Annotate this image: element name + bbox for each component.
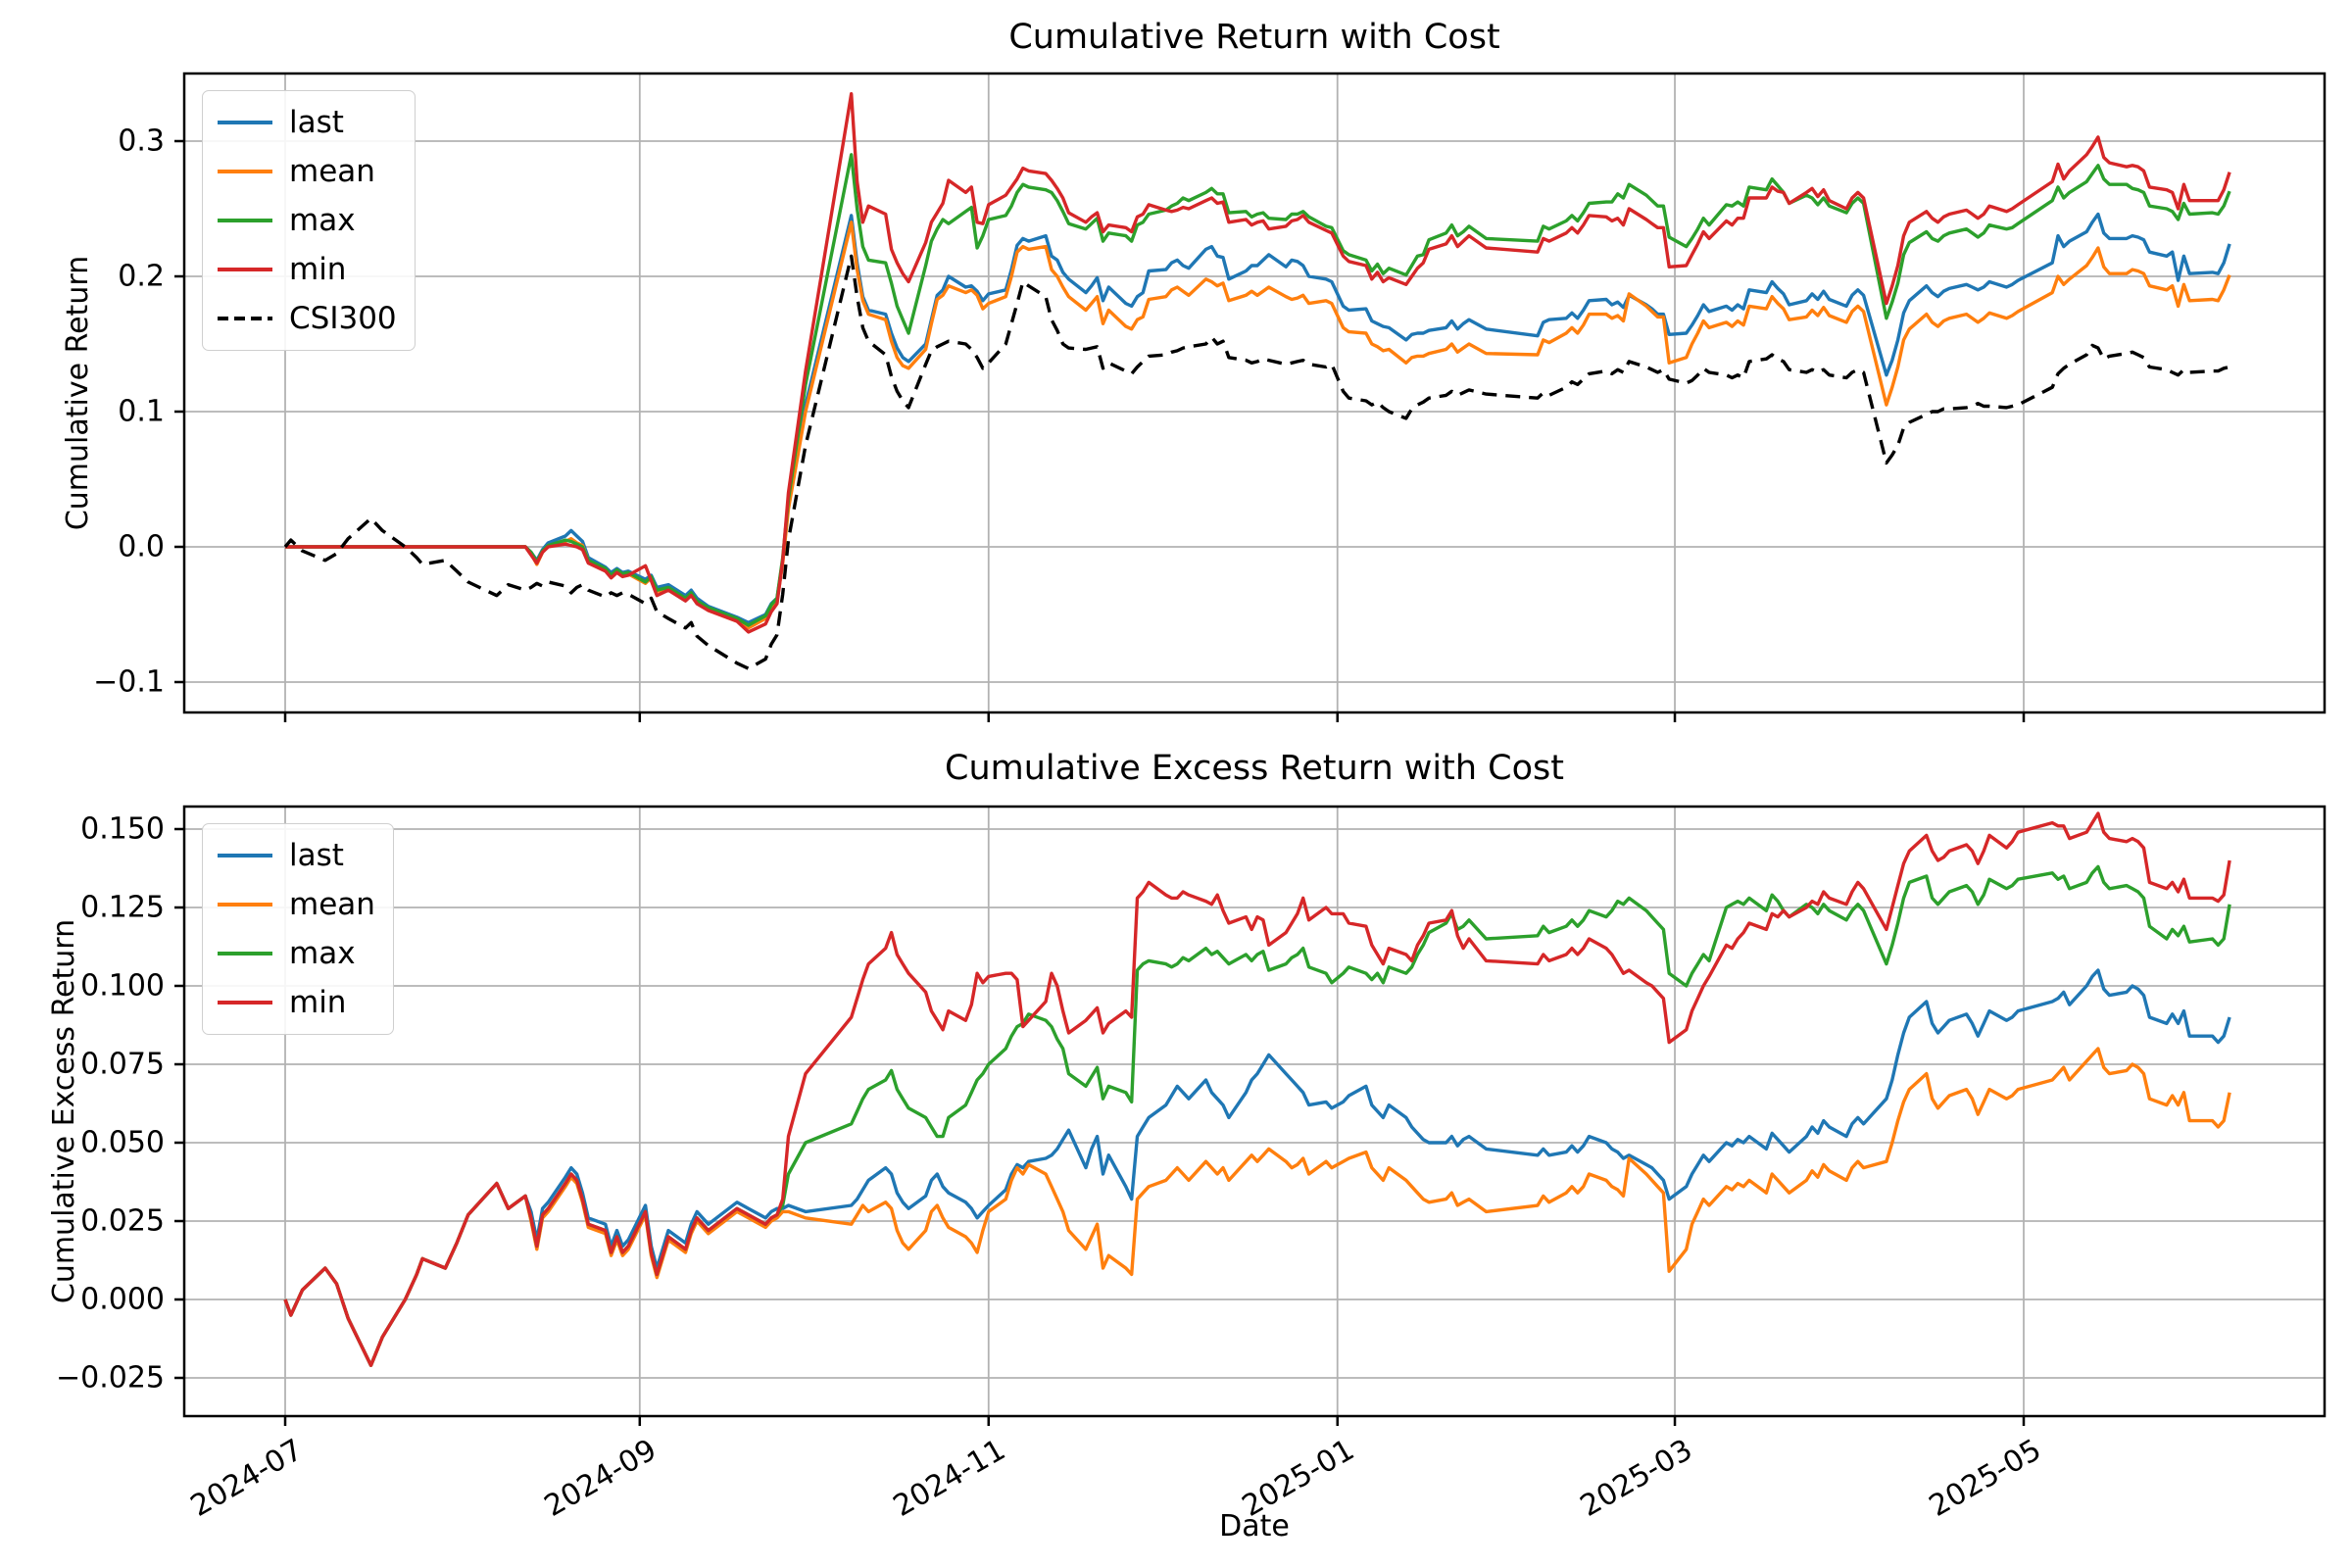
bottom-chart-legend: last mean max min (202, 823, 394, 1035)
legend-line-swatch (218, 854, 272, 858)
legend-entry-mean: mean (217, 150, 397, 193)
legend-entry-csi300: CSI300 (217, 297, 397, 340)
y-tick-label: 0.150 (80, 811, 165, 847)
axes-spines (182, 72, 2327, 714)
top-chart-plot (174, 72, 2327, 722)
legend-label: mean (289, 886, 375, 922)
top-chart-ylabel: Cumulative Return (61, 255, 95, 531)
legend-line-swatch (218, 170, 272, 173)
axes-spines (182, 805, 2327, 1418)
legend-line-swatch (218, 219, 272, 222)
legend-label: max (289, 935, 356, 971)
bottom-chart-title: Cumulative Excess Return with Cost (945, 749, 1564, 788)
y-tick-label: 0.3 (118, 123, 165, 159)
legend-line-swatch (218, 317, 272, 320)
legend-line-swatch (218, 903, 272, 906)
legend-entry-max: max (217, 199, 397, 242)
legend-line-swatch (218, 952, 272, 956)
series-line-min (285, 91, 2231, 634)
legend-line-swatch (218, 1001, 272, 1004)
y-tick-label: 0.025 (80, 1203, 165, 1239)
legend-label: mean (289, 153, 375, 189)
y-tick-label: 0.050 (80, 1125, 165, 1160)
legend-line-swatch (218, 121, 272, 124)
bottom-chart-plot (174, 805, 2327, 1426)
top-chart-legend: last mean max min CSI300 (202, 90, 416, 351)
legend-entry-mean: mean (217, 883, 375, 926)
y-tick-label: 0.1 (118, 394, 165, 429)
legend-entry-max: max (217, 932, 375, 975)
series-line-min (283, 811, 2231, 1367)
series-line-max (283, 864, 2231, 1367)
series-line-last (283, 968, 2231, 1367)
y-tick-label: −0.025 (55, 1360, 165, 1396)
legend-line-swatch (218, 268, 272, 271)
series-line-mean (283, 1047, 2231, 1367)
series-line-mean (285, 220, 2231, 630)
series-line-csi300 (283, 254, 2230, 670)
legend-label: min (289, 984, 347, 1020)
legend-entry-last: last (217, 834, 375, 877)
y-tick-label: 0.100 (80, 968, 165, 1004)
y-tick-label: 0.125 (80, 890, 165, 925)
y-tick-label: −0.1 (93, 664, 165, 700)
legend-entry-min: min (217, 981, 375, 1024)
legend-label: last (289, 837, 344, 873)
x-axis-label: Date (1219, 1509, 1290, 1544)
series-line-last (285, 212, 2231, 624)
top-chart-title: Cumulative Return with Cost (1008, 18, 1500, 57)
y-tick-label: 0.0 (118, 529, 165, 564)
legend-entry-min: min (217, 248, 397, 291)
legend-label: min (289, 251, 347, 287)
legend-entry-last: last (217, 101, 397, 144)
y-tick-label: 0.075 (80, 1047, 165, 1082)
legend-label: max (289, 202, 356, 238)
legend-label: CSI300 (289, 300, 397, 336)
y-tick-label: 0.000 (80, 1282, 165, 1317)
y-tick-label: 0.2 (118, 259, 165, 294)
series-line-max (285, 153, 2231, 627)
legend-label: last (289, 104, 344, 140)
